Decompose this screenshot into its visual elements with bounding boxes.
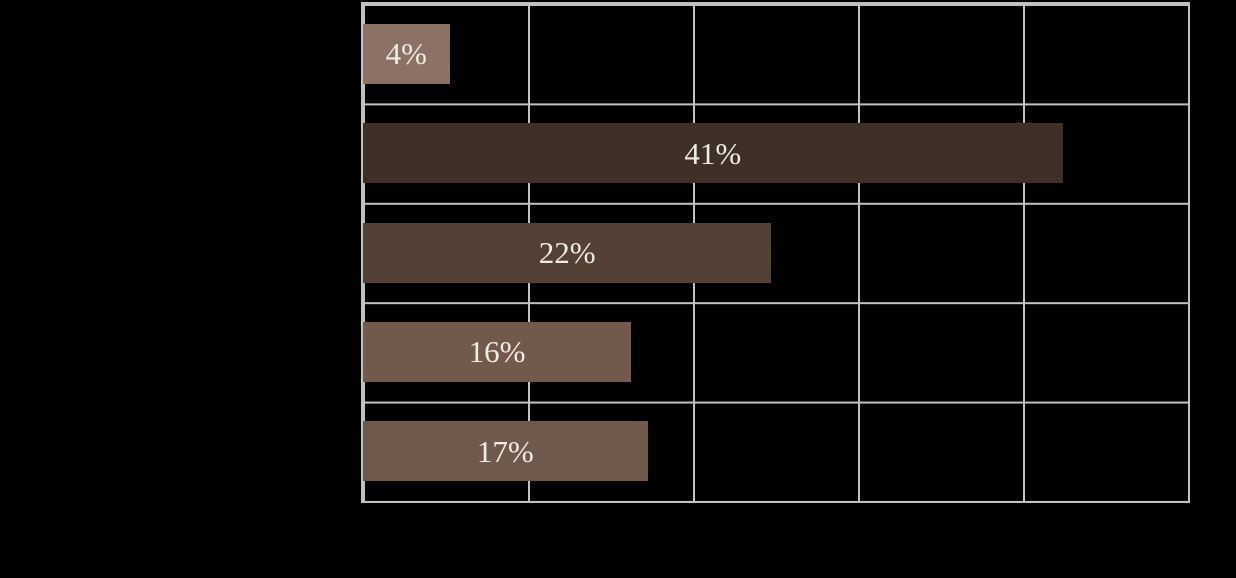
bar-series: 4% 41% 22% 16% 17% xyxy=(363,4,1188,501)
bar-value-label: 17% xyxy=(476,433,534,469)
bar-row: 41% xyxy=(363,103,1188,202)
bar-value-label: 16% xyxy=(468,334,526,370)
bar-value-label: 41% xyxy=(684,135,742,171)
bar-row: 4% xyxy=(363,4,1188,103)
bar-row: 17% xyxy=(363,402,1188,501)
bar-4pct: 4% xyxy=(363,23,450,84)
bar-16pct: 16% xyxy=(363,321,632,382)
bar-value-label: 22% xyxy=(538,235,596,271)
bar-17pct: 17% xyxy=(363,421,648,482)
bar-row: 22% xyxy=(363,203,1188,302)
plot-area: 4% 41% 22% 16% 17% xyxy=(361,2,1190,503)
bar-22pct: 22% xyxy=(363,222,772,283)
bar-row: 16% xyxy=(363,302,1188,401)
bar-value-label: 4% xyxy=(385,36,427,72)
bar-41pct: 41% xyxy=(363,123,1063,184)
